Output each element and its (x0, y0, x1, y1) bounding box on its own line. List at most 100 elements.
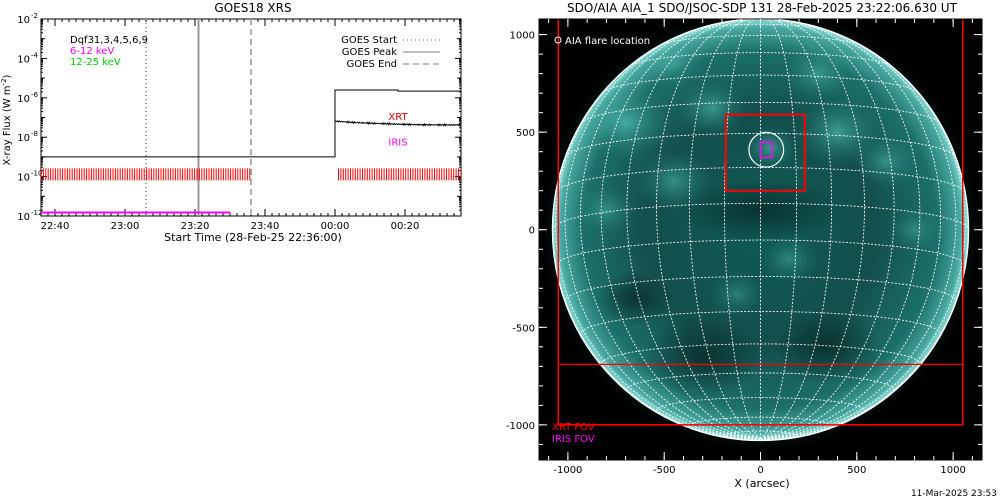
right-x-tick-label: -1000 (553, 465, 582, 476)
left-chart-title: GOES18 XRS (214, 1, 291, 15)
dark-region (644, 315, 761, 398)
bright-region (677, 80, 748, 137)
grid-line (564, 30, 761, 440)
flare-location-circle (748, 131, 785, 168)
grid-line (579, 23, 761, 440)
right-y-tick-label: 0 (529, 226, 535, 237)
generation-timestamp: 11-Mar-2025 23:53 (911, 489, 997, 499)
grid-line (688, 19, 761, 440)
left-x-tick-label: 00:20 (391, 221, 420, 232)
left-y-tick-exponent: -10 (31, 170, 42, 178)
xrt-fov-label: XRT FOV (552, 422, 595, 433)
left-x-axis-label: Start Time (28-Feb-25 22:36:00) (164, 231, 342, 244)
grid-line (723, 19, 761, 440)
grid-line (760, 229, 969, 440)
legend-12-25-kev: 12-25 keV (70, 57, 121, 68)
bright-region (887, 207, 942, 252)
bright-region (575, 185, 638, 236)
grid-line (555, 64, 761, 440)
left-y-tick-label: 10 (17, 15, 30, 26)
solar-texture (575, 38, 942, 398)
xrt-fov-lower-box (557, 363, 964, 426)
left-y-tick-label: 10 (17, 54, 30, 65)
left-y-tick-label: 10 (17, 212, 30, 223)
left-y-tick-exponent: -4 (31, 51, 39, 59)
grid-line (656, 19, 761, 440)
grid-line (626, 372, 895, 392)
series-long-line (41, 89, 461, 158)
aia-image (539, 19, 982, 458)
grid-line (760, 64, 966, 440)
grid-line (760, 20, 895, 440)
grid-line (693, 23, 828, 31)
series-short-line (334, 120, 461, 127)
flare-legend-marker (554, 36, 562, 44)
iris-annotation: IRIS (388, 138, 407, 149)
dark-region (773, 308, 882, 386)
grid-line (760, 438, 765, 441)
grid-line (760, 23, 942, 440)
left-y-tick-exponent: -12 (31, 209, 42, 217)
bright-region (643, 38, 705, 89)
left-y-tick-exponent: -8 (31, 130, 38, 138)
legend-goes-dashed: GOES End (347, 59, 397, 70)
grid-line (760, 21, 921, 440)
right-y-axis: 1000 500 0 -500 -1000 (506, 31, 982, 445)
left-x-tick-label: 23:00 (111, 221, 140, 232)
grid-line (552, 229, 761, 440)
grid-line (760, 19, 865, 440)
left-y-tick-label: 10 (17, 133, 30, 144)
left-x-tick-label: 22:40 (41, 221, 70, 232)
right-y-tick-label: 500 (516, 128, 535, 139)
xrt-annotation: XRT (388, 112, 408, 123)
aia-image-chart: SDO/AIA AIA_1 SDO/JSOC-SDP 131 28-Feb-20… (506, 1, 983, 490)
right-x-tick-label: 500 (847, 465, 866, 476)
bright-region (852, 134, 919, 188)
left-y-tick-exponent: -6 (31, 91, 39, 99)
left-y-axis-label: X-ray Flux (W m-2) (0, 74, 13, 165)
right-y-tick-label: -1000 (506, 421, 535, 432)
left-x-tick-label: 00:00 (321, 221, 350, 232)
left-y-tick-exponent: -2 (31, 12, 38, 20)
dark-region (596, 270, 674, 326)
right-x-axis-label: X (arcsec) (734, 477, 789, 490)
xrt-pointing-box (724, 113, 806, 192)
right-x-tick-label: -500 (653, 465, 676, 476)
grid-line (760, 19, 833, 440)
left-plot-area (41, 19, 461, 216)
bright-region (581, 86, 670, 159)
bright-region (743, 125, 798, 170)
grid-line (760, 19, 798, 440)
right-y-tick-label: -500 (512, 323, 535, 334)
right-x-axis: -1000 -500 0 500 1000 (548, 19, 973, 476)
solar-limb (551, 19, 970, 442)
grid-line (579, 310, 942, 336)
legend-goes-dotted: GOES Start (341, 35, 397, 46)
left-y-tick-label: 10 (17, 173, 30, 184)
bright-region (783, 45, 853, 102)
grid-line (600, 21, 761, 440)
bright-region (708, 270, 767, 318)
grid-line (555, 166, 966, 193)
left-x-tick-label: 23:20 (181, 221, 210, 232)
right-x-tick-label: 0 (757, 465, 763, 476)
flare-legend-label: AIA flare location (565, 36, 650, 47)
right-chart-title: SDO/AIA AIA_1 SDO/JSOC-SDP 131 28-Feb-20… (567, 1, 958, 15)
grid-line (760, 30, 957, 440)
grid-line (564, 275, 957, 302)
iris-fov-label: IRIS FOV (552, 434, 595, 445)
left-y-tick-label: 10 (17, 94, 30, 105)
legend-goes-solid: GOES Peak (342, 47, 397, 58)
grid-line (688, 416, 833, 430)
right-x-tick-label: 1000 (940, 465, 965, 476)
left-x-tick-label: 23:40 (251, 221, 280, 232)
iris-fov-box (759, 141, 773, 159)
right-y-tick-label: 1000 (510, 31, 535, 42)
bright-region (758, 234, 821, 284)
grid-line (626, 20, 761, 440)
legend-dqf: Dqf31,3,4,5,6,9 (70, 35, 148, 46)
